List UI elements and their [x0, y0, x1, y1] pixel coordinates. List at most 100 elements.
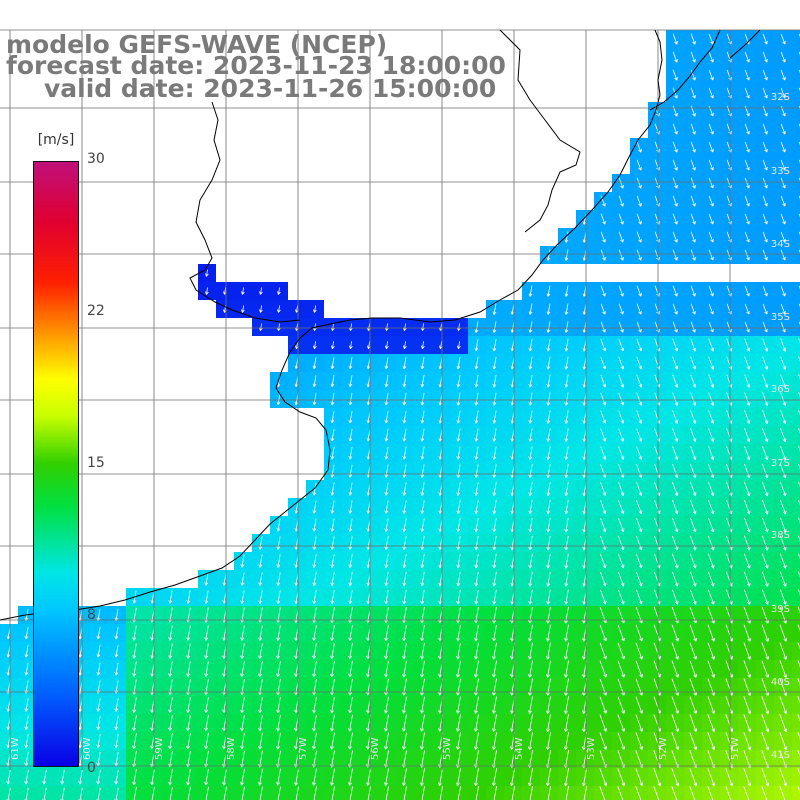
wind-arrow: [204, 625, 209, 641]
wind-arrow: [528, 285, 533, 297]
wind-speed-cell: [666, 786, 684, 800]
wind-arrow: [330, 464, 335, 478]
wind-speed-cell: [792, 30, 800, 48]
wind-arrow: [797, 624, 800, 632]
wind-arrow: [528, 624, 533, 642]
wind-arrow: [653, 768, 662, 787]
wind-arrow: [384, 590, 389, 605]
wind-arrow: [635, 696, 643, 714]
wind-arrow: [636, 446, 643, 460]
wind-arrow: [114, 769, 119, 785]
wind-arrow: [528, 482, 533, 497]
wind-arrow: [348, 464, 353, 478]
wind-arrow: [708, 392, 715, 406]
wind-arrow: [653, 786, 660, 800]
wind-arrow: [186, 697, 191, 714]
wind-arrow: [779, 768, 788, 787]
wind-arrow: [797, 642, 800, 650]
wind-arrow: [780, 410, 787, 425]
wind-arrow: [743, 571, 751, 587]
wind-arrow: [456, 410, 461, 424]
wind-arrow: [96, 662, 101, 676]
wind-arrow: [761, 678, 769, 696]
wind-arrow: [6, 769, 11, 785]
wind-arrow: [439, 786, 443, 800]
wind-arrow: [474, 500, 479, 514]
wind-arrow: [690, 51, 696, 63]
wind-arrow: [168, 768, 173, 786]
wind-speed-cell: [792, 354, 800, 372]
wind-arrow: [636, 410, 643, 424]
wind-arrow: [636, 535, 643, 551]
wind-arrow: [744, 428, 751, 443]
wind-arrow: [707, 732, 716, 751]
wind-arrow: [636, 213, 642, 225]
wind-speed-cell: [792, 462, 800, 480]
wind-arrow: [761, 606, 769, 624]
wind-arrow: [690, 517, 697, 533]
wind-arrow: [617, 732, 625, 750]
wind-arrow: [564, 714, 569, 732]
wind-arrow: [636, 356, 643, 370]
wind-arrow: [635, 732, 643, 750]
wind-arrow: [492, 553, 497, 569]
wind-arrow: [403, 786, 407, 800]
wind-arrow: [744, 123, 750, 135]
wind-arrow: [259, 786, 263, 800]
wind-arrow: [798, 338, 800, 344]
wind-arrow: [528, 303, 533, 315]
wind-arrow: [384, 500, 389, 514]
wind-arrow: [762, 69, 768, 81]
wind-arrow: [618, 195, 624, 207]
wind-arrow: [600, 428, 607, 442]
wind-arrow: [618, 464, 625, 478]
wind-arrow: [779, 678, 787, 696]
wind-arrow: [797, 660, 800, 668]
wind-arrow: [474, 339, 479, 352]
wind-speed-cell: [774, 786, 792, 800]
wind-arrow: [186, 661, 191, 677]
wind-arrow: [294, 768, 299, 786]
wind-arrow: [762, 195, 768, 207]
wind-arrow: [636, 141, 642, 153]
wind-arrow: [402, 375, 407, 388]
wind-arrow: [599, 624, 607, 642]
wind-arrow: [600, 338, 607, 352]
wind-arrow: [546, 410, 551, 424]
wind-arrow: [689, 768, 698, 787]
wind-arrow: [690, 285, 696, 297]
wind-arrow: [312, 714, 317, 732]
wind-arrow: [564, 606, 569, 624]
wind-arrow: [761, 660, 769, 678]
wind-arrow: [690, 33, 696, 45]
wind-arrow: [636, 177, 642, 189]
wind-arrow: [744, 231, 750, 243]
wind-arrow: [689, 732, 697, 751]
wind-arrow: [671, 768, 680, 787]
wind-arrow: [744, 141, 750, 153]
wind-arrow: [797, 750, 800, 758]
wind-arrow: [456, 536, 461, 551]
wind-arrow: [744, 392, 751, 406]
wind-arrow: [636, 321, 642, 333]
wind-arrow: [330, 643, 335, 660]
river-plate-coast: [189, 101, 301, 323]
wind-arrow: [743, 642, 751, 660]
latitude-label: 39S: [771, 604, 790, 615]
wind-arrow: [420, 500, 425, 514]
wind-arrow: [384, 768, 389, 786]
wind-arrow: [636, 553, 643, 569]
wind-arrow: [258, 554, 263, 568]
wind-arrow: [618, 482, 625, 496]
wind-arrow: [456, 678, 461, 696]
wind-arrow: [241, 287, 245, 295]
wind-arrow: [402, 428, 407, 442]
wind-arrow: [474, 624, 479, 642]
wind-arrow: [474, 518, 479, 533]
wind-arrow: [797, 696, 800, 704]
wind-arrow: [672, 482, 679, 497]
wind-arrow: [492, 768, 497, 787]
wind-arrow: [205, 287, 209, 295]
wind-arrow: [618, 410, 625, 424]
wind-arrow: [564, 249, 569, 261]
